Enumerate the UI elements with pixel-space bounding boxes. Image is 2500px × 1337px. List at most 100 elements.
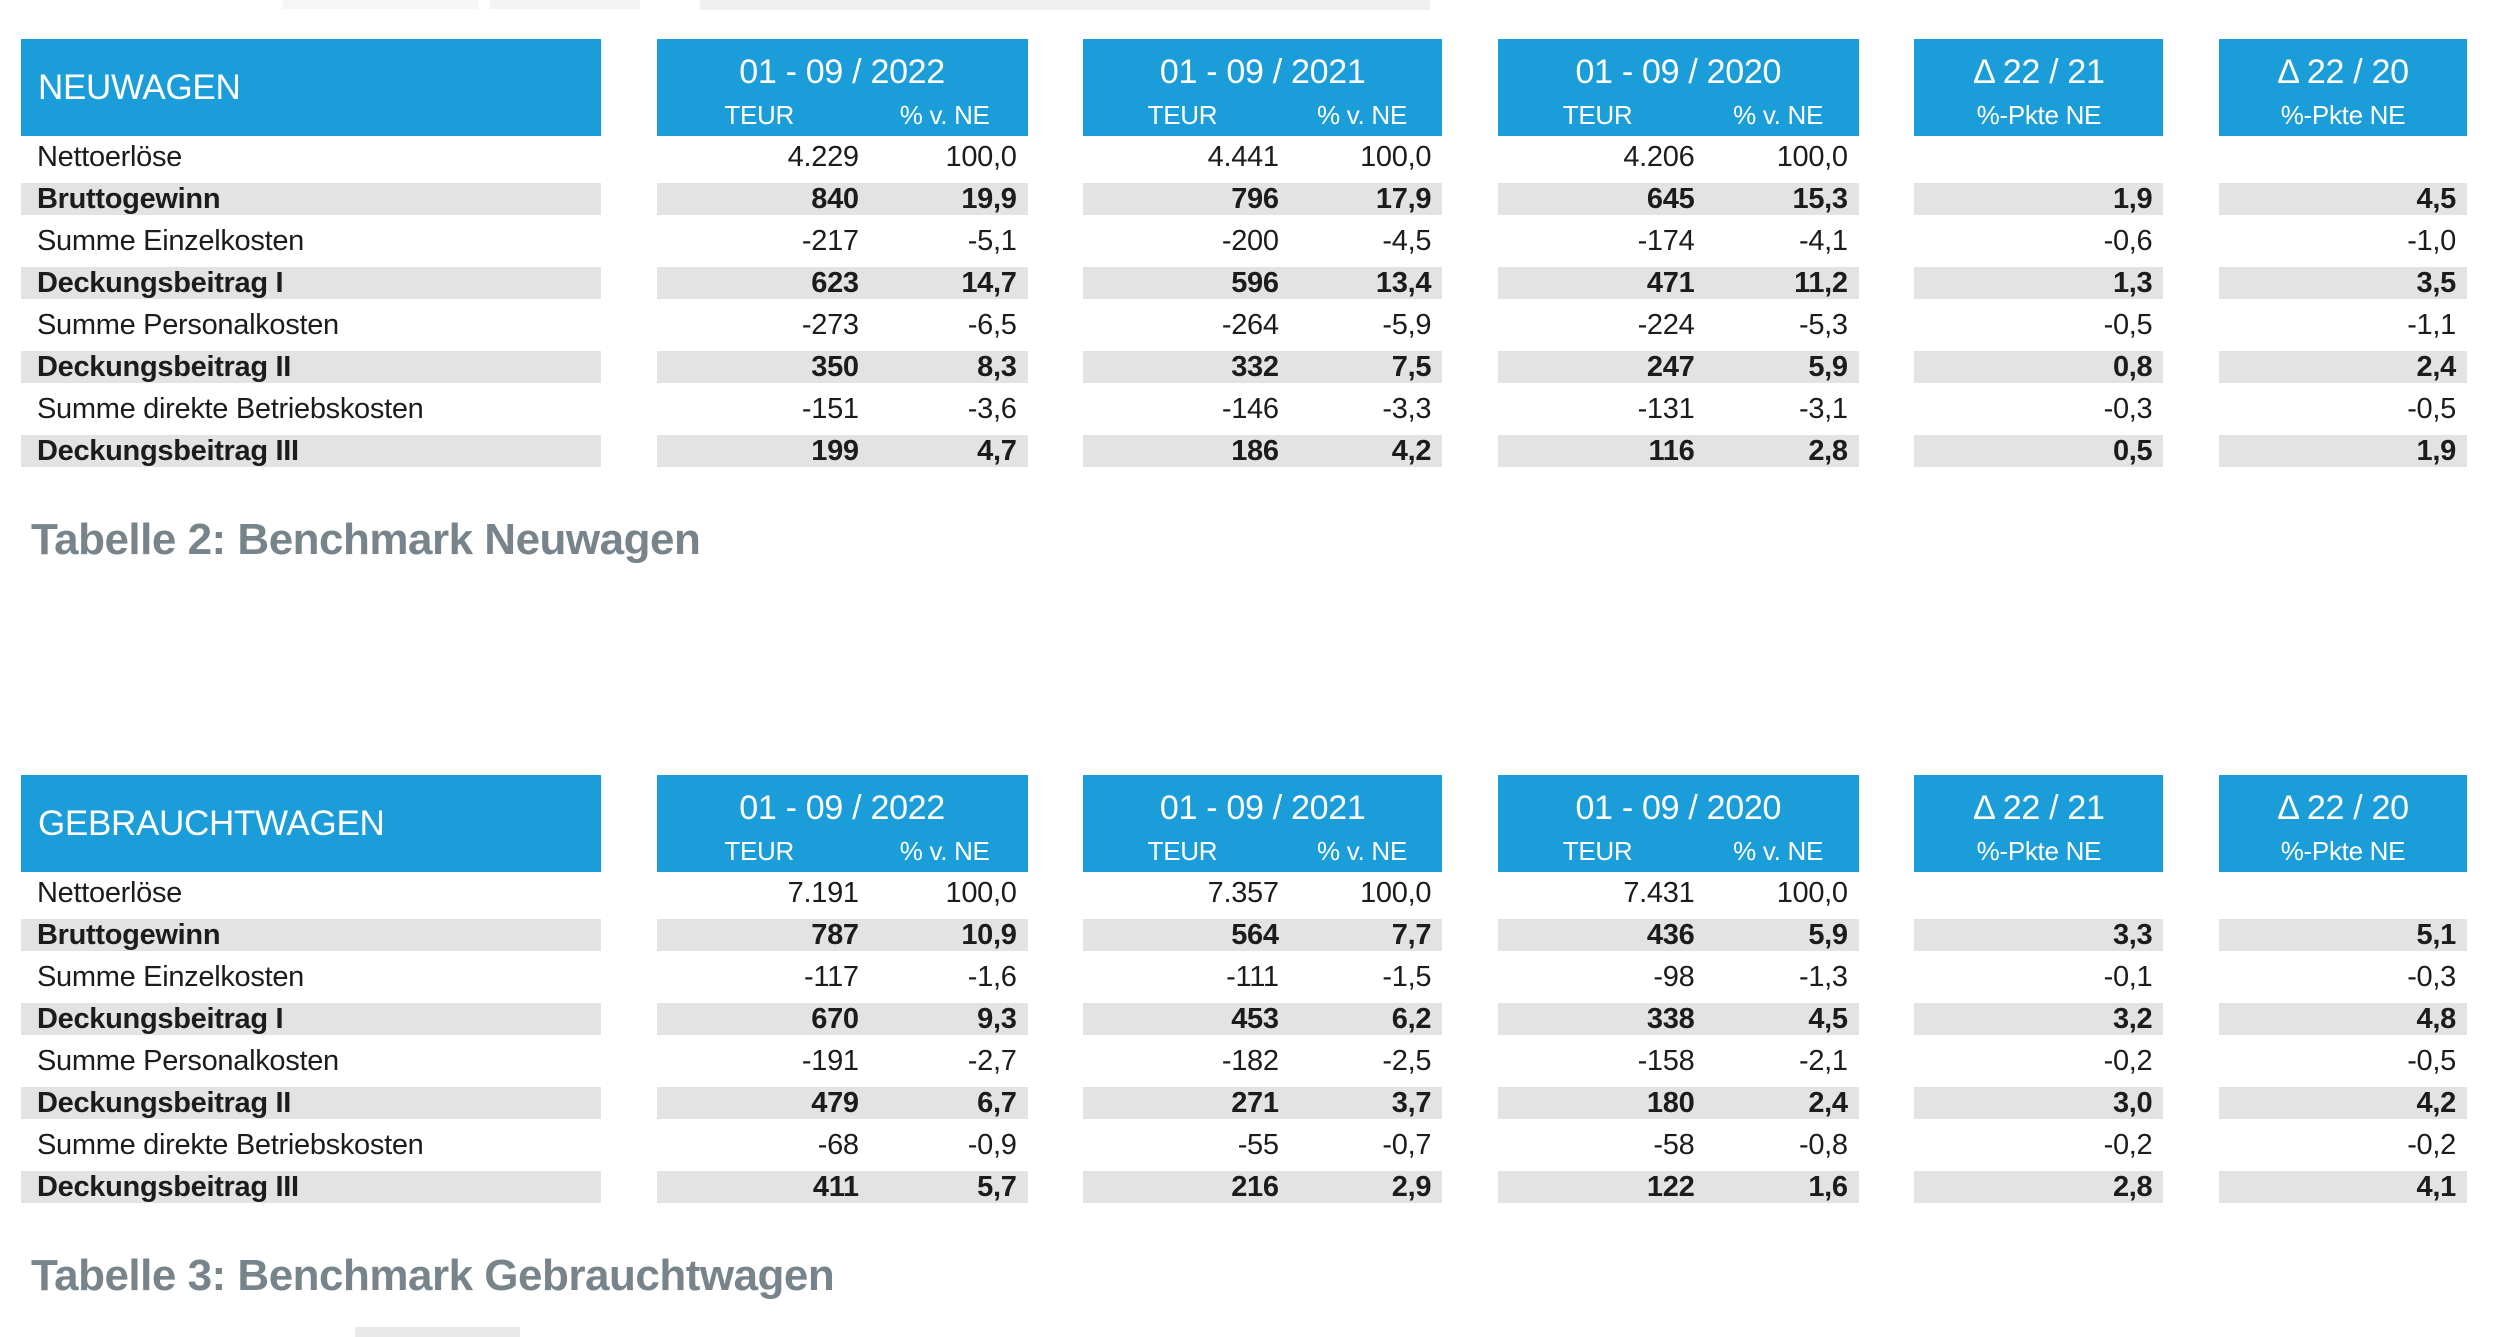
pct-value: 6,7 — [977, 1087, 1017, 1119]
subheader-pct: % v. NE — [1733, 100, 1824, 130]
period-subheader: TEUR % v. NE — [1083, 837, 1442, 865]
teur-value: -111 — [1226, 961, 1279, 993]
teur-value: -131 — [1637, 393, 1695, 425]
value-pair: 350 8,3 — [656, 346, 1028, 388]
subheader-pct: % v. NE — [1316, 836, 1407, 866]
period-header-2021: 01 - 09 / 2021 TEUR % v. NE — [1083, 39, 1443, 136]
period-header-2020: 01 - 09 / 2020 TEUR % v. NE — [1497, 775, 1859, 872]
value-pair: -131 -3,1 — [1498, 388, 1859, 430]
pct-value: 4,2 — [1391, 435, 1432, 467]
teur-value: 247 — [1646, 351, 1695, 383]
delta-subheader: %-Pkte NE — [1976, 836, 2102, 866]
row-label: Deckungsbeitrag I — [21, 262, 601, 304]
period-label: 01 - 09 / 2021 — [1159, 53, 1366, 91]
value-pair: 411 5,7 — [656, 1166, 1028, 1208]
delta-value-cell: 4,5 — [2218, 178, 2467, 220]
pct-value: 100,0 — [945, 141, 1017, 173]
delta-label: Δ 22 / 21 — [1973, 53, 2105, 91]
pct-value: -2,7 — [967, 1045, 1017, 1077]
subheader-pct: % v. NE — [899, 836, 990, 866]
delta-value-cell — [2219, 872, 2467, 914]
row-label: Summe Personalkosten — [37, 308, 339, 341]
teur-value: 122 — [1646, 1171, 1695, 1203]
period-subheader: TEUR % v. NE — [1498, 837, 1859, 865]
row-label: Nettoerlöse — [37, 876, 182, 909]
value-pair: -58 -0,8 — [1498, 1124, 1859, 1166]
pct-value: -3,1 — [1798, 393, 1848, 425]
table-row: Bruttogewinn 840 19,9 796 17,9 645 15,3 … — [21, 178, 2467, 220]
value-pair: -146 -3,3 — [1083, 388, 1442, 430]
delta-value-cell: -0,5 — [2407, 1044, 2456, 1077]
value-pair: 796 17,9 — [1083, 178, 1443, 220]
period-header-2022: 01 - 09 / 2022 TEUR % v. NE — [656, 39, 1028, 136]
pct-value: -2,5 — [1382, 1045, 1432, 1077]
value-pair: -55 -0,7 — [1083, 1124, 1442, 1166]
delta-value-cell: 1,3 — [1914, 262, 2164, 304]
teur-value: 436 — [1646, 919, 1695, 951]
teur-value: 216 — [1231, 1171, 1279, 1203]
table-row: Deckungsbeitrag I 670 9,3 453 6,2 338 4,… — [21, 998, 2467, 1040]
delta-value-cell: 3,5 — [2218, 262, 2467, 304]
teur-value: -151 — [801, 393, 859, 425]
delta-header-22-20: Δ 22 / 20 %-Pkte NE — [2218, 39, 2467, 136]
row-label: Deckungsbeitrag II — [21, 1082, 601, 1124]
delta-value-cell: 1,9 — [2218, 430, 2467, 472]
value-pair: 271 3,7 — [1083, 1082, 1443, 1124]
pct-value: -5,9 — [1382, 309, 1432, 341]
table-header-row: GEBRAUCHTWAGEN 01 - 09 / 2022 TEUR % v. … — [21, 775, 2467, 872]
pct-value: 17,9 — [1375, 183, 1432, 215]
delta-subheader: %-Pkte NE — [2280, 100, 2406, 130]
pct-value: 100,0 — [945, 877, 1017, 909]
value-pair: -224 -5,3 — [1498, 304, 1859, 346]
value-pair: 216 2,9 — [1083, 1166, 1443, 1208]
table-header-row: NEUWAGEN 01 - 09 / 2022 TEUR % v. NE 01 … — [21, 39, 2467, 136]
pct-value: 7,7 — [1391, 919, 1432, 951]
teur-value: 338 — [1646, 1003, 1695, 1035]
delta-subheader: %-Pkte NE — [1976, 100, 2102, 130]
pct-value: 1,6 — [1808, 1171, 1848, 1203]
pct-value: 4,5 — [1808, 1003, 1848, 1035]
pct-value: -0,8 — [1798, 1129, 1848, 1161]
value-pair: -182 -2,5 — [1083, 1040, 1442, 1082]
delta-value-cell: 4,1 — [2218, 1166, 2467, 1208]
delta-value-cell: 5,1 — [2218, 914, 2467, 956]
teur-value: 186 — [1231, 435, 1279, 467]
table-title-cell: NEUWAGEN — [21, 39, 601, 136]
delta-value-cell — [2219, 136, 2467, 178]
delta-label: Δ 22 / 20 — [2277, 789, 2409, 827]
value-pair: 7.431 100,0 — [1498, 872, 1859, 914]
delta-value-cell: -0,3 — [2407, 960, 2456, 993]
delta-header-22-21: Δ 22 / 21 %-Pkte NE — [1914, 775, 2164, 872]
pct-value: 6,2 — [1391, 1003, 1432, 1035]
delta-value-cell: -0,6 — [2103, 224, 2153, 257]
pct-value: -1,3 — [1798, 961, 1848, 993]
teur-value: 332 — [1231, 351, 1279, 383]
delta-value-cell: -0,1 — [2103, 960, 2153, 993]
delta-value-cell: -0,2 — [2103, 1128, 2153, 1161]
value-pair: 4.441 100,0 — [1083, 136, 1442, 178]
value-pair: 453 6,2 — [1083, 998, 1443, 1040]
period-label: 01 - 09 / 2022 — [739, 789, 945, 827]
teur-value: 787 — [811, 919, 859, 951]
table-caption: Tabelle 2: Benchmark Neuwagen — [31, 515, 701, 564]
delta-value-cell: 0,5 — [1914, 430, 2164, 472]
pct-value: -4,1 — [1798, 225, 1848, 257]
pct-value: -0,9 — [967, 1129, 1017, 1161]
delta-value-cell: -0,2 — [2407, 1128, 2456, 1161]
delta-value-cell: -1,1 — [2407, 308, 2456, 341]
period-label: 01 - 09 / 2020 — [1575, 53, 1782, 91]
row-label: Summe direkte Betriebskosten — [37, 392, 424, 425]
table-body: Nettoerlöse 7.191 100,0 7.357 100,0 7.43… — [21, 872, 2467, 1208]
teur-value: -182 — [1221, 1045, 1279, 1077]
delta-value-cell: -1,0 — [2407, 224, 2456, 257]
pct-value: 7,5 — [1391, 351, 1432, 383]
value-pair: 199 4,7 — [656, 430, 1028, 472]
row-label: Deckungsbeitrag III — [21, 1166, 601, 1208]
value-pair: 7.357 100,0 — [1083, 872, 1442, 914]
pct-value: -6,5 — [967, 309, 1017, 341]
value-pair: -68 -0,9 — [657, 1124, 1028, 1166]
period-header-2021: 01 - 09 / 2021 TEUR % v. NE — [1083, 775, 1443, 872]
pct-value: -2,1 — [1798, 1045, 1848, 1077]
value-pair: 332 7,5 — [1083, 346, 1443, 388]
row-label: Deckungsbeitrag III — [21, 430, 601, 472]
